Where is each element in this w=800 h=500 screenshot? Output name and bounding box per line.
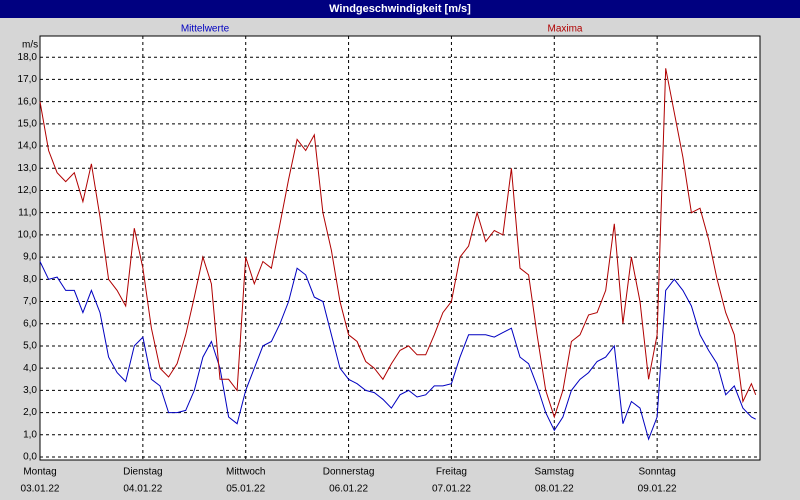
y-tick-label: 4,0 xyxy=(23,363,37,374)
x-tick-date: 07.01.22 xyxy=(432,484,471,495)
x-tick-date: 03.01.22 xyxy=(21,484,60,495)
x-tick-label: Sonntag xyxy=(639,467,676,478)
y-tick-label: 5,0 xyxy=(23,341,37,352)
x-tick-label: Donnerstag xyxy=(323,467,375,478)
y-axis-label: m/s xyxy=(22,40,38,51)
y-tick-label: 16,0 xyxy=(18,96,38,107)
x-tick-label: Mittwoch xyxy=(226,467,265,478)
legend-entry: Mittelwerte xyxy=(181,24,230,35)
y-tick-label: 9,0 xyxy=(23,252,37,263)
y-tick-label: 2,0 xyxy=(23,407,37,418)
x-tick-date: 04.01.22 xyxy=(123,484,162,495)
series-line xyxy=(39,261,756,441)
x-tick-label: Samstag xyxy=(535,467,574,478)
x-tick-date: 06.01.22 xyxy=(329,484,368,495)
y-tick-label: 1,0 xyxy=(23,429,37,440)
y-tick-label: 7,0 xyxy=(23,296,37,307)
y-tick-label: 12,0 xyxy=(18,185,38,196)
title-bar xyxy=(0,0,800,18)
x-tick-label: Montag xyxy=(23,467,56,478)
y-tick-label: 10,0 xyxy=(18,230,38,241)
x-tick-label: Freitag xyxy=(436,467,467,478)
y-tick-label: 6,0 xyxy=(23,318,37,329)
y-tick-label: 8,0 xyxy=(23,274,37,285)
y-tick-label: 11,0 xyxy=(18,207,37,218)
y-tick-label: 0,0 xyxy=(23,452,37,463)
x-tick-date: 05.01.22 xyxy=(226,484,265,495)
y-tick-label: 13,0 xyxy=(18,163,38,174)
legend-entry: Maxima xyxy=(547,24,582,35)
y-tick-label: 17,0 xyxy=(18,74,38,85)
series-line xyxy=(39,68,757,419)
y-tick-label: 18,0 xyxy=(18,52,38,63)
y-tick-label: 14,0 xyxy=(18,141,38,152)
y-tick-label: 3,0 xyxy=(23,385,37,396)
chart-title: Windgeschwindigkeit [m/s] xyxy=(329,3,471,15)
x-tick-label: Dienstag xyxy=(123,467,162,478)
plot-area xyxy=(39,35,761,461)
x-tick-date: 08.01.22 xyxy=(535,484,574,495)
x-tick-date: 09.01.22 xyxy=(638,484,677,495)
y-tick-label: 15,0 xyxy=(18,118,38,129)
